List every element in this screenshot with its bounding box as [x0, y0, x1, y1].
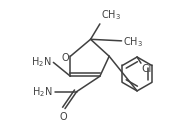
Text: Cl: Cl: [142, 64, 152, 74]
Text: O: O: [60, 112, 67, 122]
Text: CH$_3$: CH$_3$: [101, 9, 121, 22]
Text: CH$_3$: CH$_3$: [123, 35, 143, 48]
Text: O: O: [61, 53, 69, 63]
Text: H$_2$N: H$_2$N: [32, 85, 53, 99]
Text: H$_2$N: H$_2$N: [31, 55, 51, 69]
